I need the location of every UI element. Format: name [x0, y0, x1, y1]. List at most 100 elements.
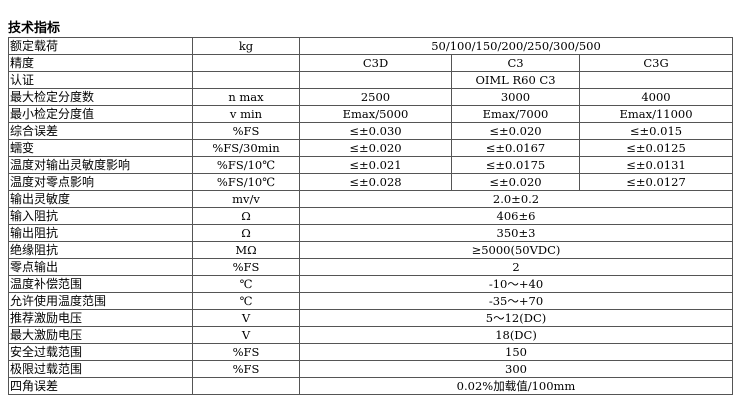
spec-unit: %FS — [192, 343, 300, 361]
spec-value-c3d: Emax/5000 — [299, 105, 452, 123]
table-row: 额定载荷 kg 50/100/150/200/250/300/500 — [8, 37, 734, 55]
spec-unit: %FS — [192, 258, 300, 276]
table-row: 温度对零点影响 %FS/10℃ ≤±0.028 ≤±0.020 ≤±0.0127 — [8, 173, 734, 191]
spec-value-c3g: ≤±0.0131 — [578, 156, 734, 174]
spec-value: 150 — [298, 343, 734, 361]
table-row: 允许使用温度范围 ℃ -35～+70 — [8, 292, 734, 310]
spec-value: 50/100/150/200/250/300/500 — [298, 37, 734, 55]
spec-value-c3d: ≤±0.020 — [299, 139, 452, 157]
spec-label: 绝缘阻抗 — [8, 241, 193, 259]
spec-value: 5～12(DC) — [298, 309, 734, 327]
spec-label: 认证 — [8, 71, 193, 89]
spec-unit: %FS/10℃ — [192, 173, 300, 191]
table-row: 极限过载范围 %FS 300 — [8, 360, 734, 378]
spec-value-c3g — [578, 71, 734, 89]
spec-value: ≥5000(50VDC) — [298, 241, 734, 259]
spec-unit: mv/v — [192, 190, 300, 208]
spec-unit: V — [192, 309, 300, 327]
spec-unit: V — [192, 326, 300, 344]
spec-label: 输入阻抗 — [8, 207, 193, 225]
spec-unit: Ω — [192, 207, 300, 225]
spec-unit: %FS — [192, 360, 300, 378]
spec-value-c3: OIML R60 C3 — [451, 71, 580, 89]
table-row: 温度补偿范围 ℃ -10～+40 — [8, 275, 734, 293]
spec-value-c3: ≤±0.020 — [451, 173, 580, 191]
table-row: 输入阻抗 Ω 406±6 — [8, 207, 734, 225]
spec-value-c3g: ≤±0.015 — [578, 122, 734, 140]
spec-label: 最大检定分度数 — [8, 88, 193, 106]
table-row: 推荐激励电压 V 5～12(DC) — [8, 309, 734, 327]
spec-unit: kg — [192, 37, 300, 55]
spec-unit: ℃ — [192, 275, 300, 293]
spec-value: 2 — [298, 258, 734, 276]
spec-unit: n max — [192, 88, 300, 106]
spec-label: 输出灵敏度 — [8, 190, 193, 208]
spec-unit: %FS — [192, 122, 300, 140]
spec-value-c3: ≤±0.020 — [451, 122, 580, 140]
spec-value-c3d — [299, 71, 452, 89]
spec-label: 温度对输出灵敏度影响 — [8, 156, 193, 174]
spec-unit: %FS/10℃ — [192, 156, 300, 174]
spec-unit — [192, 377, 300, 395]
spec-value: 18(DC) — [298, 326, 734, 344]
spec-value-c3g: C3G — [578, 54, 734, 72]
spec-label: 极限过载范围 — [8, 360, 193, 378]
spec-label: 温度补偿范围 — [8, 275, 193, 293]
spec-label: 精度 — [8, 54, 193, 72]
spec-label: 允许使用温度范围 — [8, 292, 193, 310]
spec-unit: ℃ — [192, 292, 300, 310]
table-row: 蠕变 %FS/30min ≤±0.020 ≤±0.0167 ≤±0.0125 — [8, 139, 734, 157]
spec-unit: MΩ — [192, 241, 300, 259]
spec-value-c3: 3000 — [451, 88, 580, 106]
table-row: 精度 C3D C3 C3G — [8, 54, 734, 72]
table-row: 输出灵敏度 mv/v 2.0±0.2 — [8, 190, 734, 208]
spec-label: 推荐激励电压 — [8, 309, 193, 327]
spec-value: 2.0±0.2 — [298, 190, 734, 208]
table-row: 最大激励电压 V 18(DC) — [8, 326, 734, 344]
spec-value: 0.02%加载值/100mm — [298, 377, 734, 395]
spec-value-c3d: C3D — [299, 54, 452, 72]
spec-label: 综合误差 — [8, 122, 193, 140]
table-row: 最小检定分度值 v min Emax/5000 Emax/7000 Emax/11000 — [8, 105, 734, 123]
table-row: 综合误差 %FS ≤±0.030 ≤±0.020 ≤±0.015 — [8, 122, 734, 140]
spec-value-c3d: ≤±0.030 — [299, 122, 452, 140]
spec-unit — [192, 54, 300, 72]
table-row: 认证 OIML R60 C3 — [8, 71, 734, 89]
spec-value: -35～+70 — [298, 292, 734, 310]
spec-label: 额定载荷 — [8, 37, 193, 55]
spec-value-c3g: ≤±0.0127 — [578, 173, 734, 191]
spec-label: 安全过载范围 — [8, 343, 193, 361]
spec-unit — [192, 71, 300, 89]
spec-value-c3g: ≤±0.0125 — [578, 139, 734, 157]
spec-value-c3d: ≤±0.021 — [299, 156, 452, 174]
spec-label: 最小检定分度值 — [8, 105, 193, 123]
spec-label: 最大激励电压 — [8, 326, 193, 344]
spec-unit: %FS/30min — [192, 139, 300, 157]
spec-value-c3d: 2500 — [299, 88, 452, 106]
spec-value-c3: ≤±0.0167 — [451, 139, 580, 157]
spec-value-c3g: Emax/11000 — [578, 105, 734, 123]
spec-value: 350±3 — [298, 224, 734, 242]
spec-label: 四角误差 — [8, 377, 193, 395]
spec-label: 零点输出 — [8, 258, 193, 276]
table-row: 输出阻抗 Ω 350±3 — [8, 224, 734, 242]
spec-value-c3: ≤±0.0175 — [451, 156, 580, 174]
table-row: 零点输出 %FS 2 — [8, 258, 734, 276]
spec-value: 406±6 — [298, 207, 734, 225]
spec-value: 300 — [298, 360, 734, 378]
spec-value-c3: Emax/7000 — [451, 105, 580, 123]
spec-value: -10～+40 — [298, 275, 734, 293]
section-title: 技术指标 — [8, 21, 61, 36]
spec-unit: Ω — [192, 224, 300, 242]
spec-value-c3g: 4000 — [578, 88, 734, 106]
table-row: 温度对输出灵敏度影响 %FS/10℃ ≤±0.021 ≤±0.0175 ≤±0.0131 — [8, 156, 734, 174]
spec-label: 输出阻抗 — [8, 224, 193, 242]
spec-label: 温度对零点影响 — [8, 173, 193, 191]
table-row: 安全过载范围 %FS 150 — [8, 343, 734, 361]
spec-value-c3: C3 — [451, 54, 580, 72]
table-row: 绝缘阻抗 MΩ ≥5000(50VDC) — [8, 241, 734, 259]
spec-table: 额定载荷 kg 50/100/150/200/250/300/500 精度 C3D C3 C… — [8, 37, 734, 395]
spec-value-c3d: ≤±0.028 — [299, 173, 452, 191]
table-row: 四角误差 0.02%加载值/100mm — [8, 377, 734, 395]
table-row: 最大检定分度数 n max 2500 3000 4000 — [8, 88, 734, 106]
